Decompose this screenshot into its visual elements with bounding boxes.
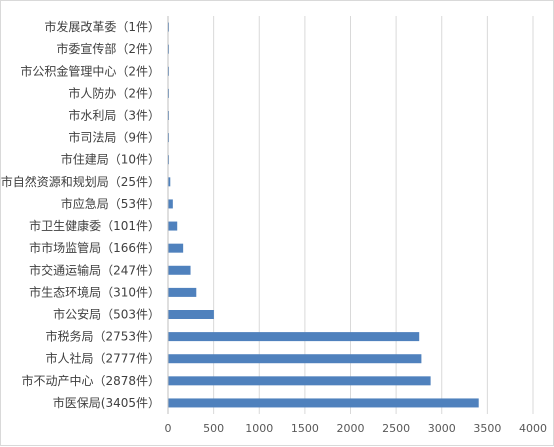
category-label: 市住建局（10件）: [61, 152, 160, 167]
category-label: 市委宣传部（2件）: [56, 41, 160, 56]
category-label: 市司法局（9件）: [68, 130, 160, 145]
category-label: 市人社局（2777件）: [45, 351, 160, 366]
category-label: 市公安局（503件）: [53, 307, 160, 322]
bar: [168, 376, 431, 386]
category-labels: 市医保局(3405件） 市不动产中心（2878件） 市人社局（2777件） 市税务局（…: [1, 19, 160, 410]
category-label: 市人防办（2件）: [68, 85, 160, 100]
x-tick-label: 1000: [245, 422, 273, 435]
x-tick-label: 2500: [382, 422, 410, 435]
bar: [168, 199, 173, 209]
x-tick-label: 2000: [337, 422, 365, 435]
category-label: 市公积金管理中心（2件）: [20, 63, 160, 78]
x-tick-label: 500: [203, 422, 224, 435]
category-label: 市水利局（3件）: [68, 108, 160, 123]
value-axis: 0 500 1000 1500 2000 2500 3000 3500 4000: [165, 16, 547, 435]
category-label: 市发展改革委（1件）: [44, 19, 160, 34]
bar: [168, 243, 184, 253]
category-label: 市市场监管局（166件）: [29, 240, 160, 255]
category-label: 市交通运输局（247件）: [29, 262, 160, 277]
category-label: 市税务局（2753件）: [45, 329, 160, 344]
bar: [168, 221, 178, 231]
x-tick-label: 3500: [473, 422, 501, 435]
bar: [168, 310, 214, 319]
bar: [168, 398, 479, 408]
category-label: 市医保局(3405件）: [53, 395, 160, 410]
bar: [168, 177, 171, 187]
bar: [168, 265, 191, 275]
bars: [168, 22, 479, 408]
bar: [168, 354, 422, 364]
x-tick-label: 1500: [291, 422, 319, 435]
grid-lines: [167, 16, 534, 414]
bar: [168, 332, 420, 342]
category-label: 市卫生健康委（101件）: [29, 218, 160, 233]
category-label: 市不动产中心（2878件）: [21, 373, 160, 388]
category-label: 市应急局（53件）: [61, 196, 160, 211]
bar: [168, 287, 197, 297]
x-tick-label: 0: [165, 422, 172, 435]
x-tick-label: 4000: [519, 422, 547, 435]
category-label: 市自然资源和规划局（25件）: [1, 174, 160, 189]
x-tick-label: 3000: [428, 422, 456, 435]
category-label: 市生态环境局（310件）: [29, 284, 160, 299]
